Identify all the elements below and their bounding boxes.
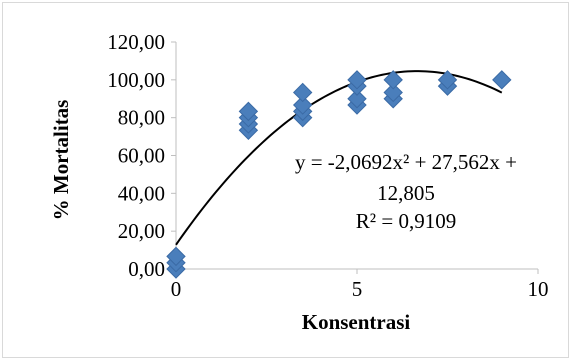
x-axis-ticks: 0 5 10 — [171, 269, 549, 301]
data-point — [347, 89, 367, 109]
data-point — [238, 101, 259, 122]
x-axis-title: Konsentrasi — [302, 310, 411, 334]
data-point — [292, 82, 313, 103]
data-point — [437, 70, 458, 90]
trendline-equation-line-2: 12,805 — [377, 181, 435, 205]
plot-area: 0,00 20,00 40,00 60,00 80,00 100,00 120,00 0 5 1… — [107, 30, 548, 301]
y-tick-label: 40,00 — [118, 181, 165, 205]
y-tick-label: 80,00 — [118, 106, 165, 130]
y-tick-label: 120,00 — [107, 30, 165, 54]
y-tick-label: 100,00 — [107, 68, 165, 92]
trendline-equation-line-1: y = -2,0692x² + 27,562x + — [295, 150, 517, 174]
x-tick-label: 0 — [171, 277, 182, 301]
r-squared-label: R² = 0,9109 — [356, 209, 456, 233]
x-tick-label: 5 — [352, 277, 363, 301]
data-point — [383, 82, 403, 103]
y-tick-label: 60,00 — [118, 144, 165, 168]
data-point — [166, 246, 186, 267]
y-tick-label: 0,00 — [128, 257, 165, 281]
y-axis-title: % Mortalitas — [49, 100, 73, 221]
data-point — [292, 95, 313, 115]
y-tick-label: 20,00 — [118, 219, 165, 243]
x-tick-label: 10 — [528, 277, 549, 301]
data-points — [166, 70, 512, 279]
y-axis-ticks: 0,00 20,00 40,00 60,00 80,00 100,00 120,00 — [107, 30, 176, 281]
data-point — [383, 70, 403, 90]
data-point — [492, 70, 512, 90]
data-point — [347, 70, 367, 90]
